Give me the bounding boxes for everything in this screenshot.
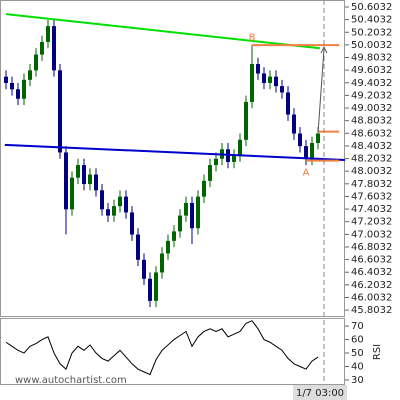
rsi-frame [0,318,345,385]
y-tick-label: 47.6032 [351,191,392,202]
rsi-line [5,320,319,376]
candle-body [190,202,194,229]
candle-body [268,76,272,83]
projection-arrow [317,49,325,134]
rsi-label: RSI [372,344,383,360]
y-tick-label: 49.8032 [351,53,392,64]
candle-body [40,41,44,55]
candle-body [232,155,236,162]
candle-body [118,196,122,207]
y-tick-label: 46.0032 [351,292,392,303]
candle-body [148,278,152,301]
candle-body [100,190,104,210]
candle-body [136,234,140,260]
y-tick-label: 50.6032 [351,2,392,13]
candle-body [244,101,248,140]
y-tick-label: 50.4032 [351,15,392,26]
y-tick-label: 47.0032 [351,229,392,240]
candle-body [178,215,182,232]
candle-body [94,174,98,191]
candle-body [184,202,188,216]
candle-body [196,196,200,229]
y-tick-label: 49.4032 [351,78,392,89]
candle-body [274,76,278,87]
y-tick-label: 48.2032 [351,154,392,165]
trendline [4,143,346,162]
y-tick-label: 50.0032 [351,40,392,51]
candle-body [262,73,266,83]
candle-body [214,158,218,166]
time-label-box [293,385,347,400]
candle-body [238,139,242,156]
candle-body [46,26,50,42]
candle-body [160,253,164,273]
y-tick-label: 49.6032 [351,65,392,76]
candle-body [256,64,260,74]
candle-body [52,26,56,71]
y-tick-label: 45.8032 [351,305,392,316]
rsi-tick-label: 40 [351,361,364,372]
candle-body [124,196,128,213]
candle-body [22,79,26,99]
rsi-tick-label: 60 [351,335,364,346]
y-tick-label: 47.8032 [351,179,392,190]
arrow-head [320,45,328,54]
y-tick-label: 49.2032 [351,90,392,101]
candle-body [88,174,92,185]
pattern-point-label: B [249,33,256,44]
y-tick-label: 46.8032 [351,242,392,253]
y-tick-label: 49.0032 [351,103,392,114]
candle-body [34,54,38,71]
candle-body [142,259,146,279]
y-tick-label: 46.4032 [351,267,392,278]
y-tick-label: 46.2032 [351,280,392,291]
candle-body [172,231,176,241]
candle-body [304,146,308,159]
rsi-tick-label: 30 [351,375,364,386]
candle-body [130,212,134,235]
candle-body [154,272,158,301]
candle-body [166,240,170,254]
y-tick-label: 47.2032 [351,217,392,228]
candle-body [112,206,116,216]
watermark: www.autochartist.com [15,375,127,386]
y-tick-label: 47.4032 [351,204,392,215]
candle-body [82,165,86,185]
candle-body [316,133,320,143]
candle-body [280,86,284,93]
candle-body [292,114,296,134]
candle-body [286,92,290,115]
rsi-tick-label: 50 [351,348,364,359]
time-label: 1/7 03:00 [296,388,344,399]
candle-body [298,133,302,147]
candle-body [208,165,212,181]
y-tick-label: 48.6032 [351,128,392,139]
candle-body [58,70,62,153]
trendline [5,13,320,50]
y-tick-label: 50.2032 [351,27,392,38]
rsi-tick-label: 70 [351,321,364,332]
candle-body [28,70,32,80]
candle-body [10,82,14,90]
candle-body [64,152,68,210]
y-tick-label: 48.8032 [351,116,392,127]
candle-body [76,165,80,178]
candle-body [4,76,8,83]
candle-body [250,64,254,102]
candle-body [106,209,110,216]
candle-body [310,142,314,159]
pattern-point-label: A [303,168,310,179]
candle-body [16,89,20,99]
y-tick-label: 46.6032 [351,255,392,266]
price-frame [0,0,345,317]
y-tick-label: 48.0032 [351,166,392,177]
y-tick-label: 48.4032 [351,141,392,152]
candle-body [70,177,74,210]
candle-body [202,180,206,197]
